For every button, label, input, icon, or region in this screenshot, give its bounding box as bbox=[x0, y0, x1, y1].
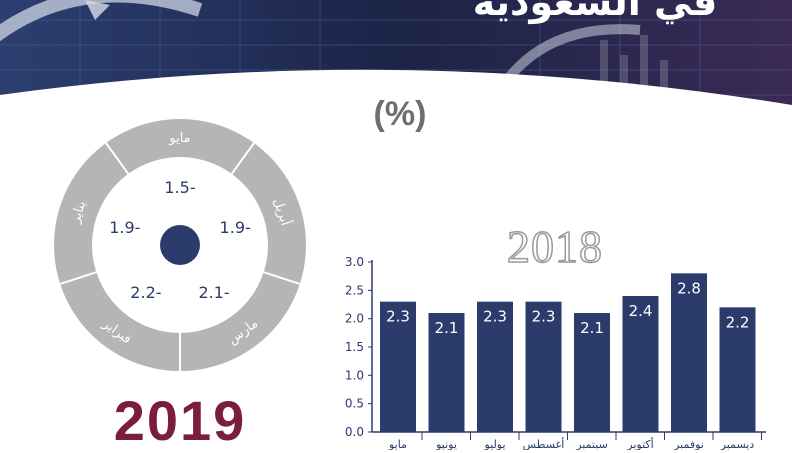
donut-value-label: 2.1- bbox=[198, 283, 229, 302]
bar bbox=[477, 301, 513, 432]
x-category-label: ديسمبر bbox=[720, 438, 755, 450]
x-category-label: أغسطس bbox=[523, 437, 565, 450]
y-tick-label: 1.5 bbox=[345, 340, 364, 354]
x-category-label: سبتمبر bbox=[575, 438, 608, 450]
bar-value-label: 2.3 bbox=[386, 308, 410, 326]
donut-month-label: مايو bbox=[168, 131, 190, 146]
donut-value-label: 1.9- bbox=[220, 218, 251, 237]
x-category-label: مايو bbox=[388, 438, 407, 450]
bar-value-label: 2.1 bbox=[435, 319, 459, 337]
headline: في السعودية bbox=[472, 0, 718, 24]
bar bbox=[574, 313, 610, 432]
donut-divider bbox=[190, 142, 255, 230]
bar bbox=[380, 301, 416, 432]
donut-value-label: 1.5- bbox=[164, 178, 195, 197]
bar bbox=[719, 307, 756, 432]
y-tick-label: 0.0 bbox=[345, 425, 364, 439]
donut-divider bbox=[198, 250, 301, 285]
bar-chart-2018: 0.0 0.5 1.0 1.5 2.0 2.5 3.0 2.3 مايو 2.1 يونيو 2.3… bbox=[345, 255, 766, 450]
y-tick-label: 3.0 bbox=[345, 255, 364, 269]
unit-label: (%) bbox=[373, 95, 427, 133]
bar-value-label: 2.4 bbox=[629, 302, 653, 320]
bar bbox=[428, 313, 465, 432]
bar bbox=[622, 296, 659, 432]
bar-value-label: 2.8 bbox=[677, 279, 701, 297]
x-category-label: يوليو bbox=[483, 438, 505, 450]
donut-month-label: يناير bbox=[68, 199, 90, 226]
donut-divider bbox=[105, 142, 170, 230]
bar bbox=[671, 273, 707, 432]
year-2018-title: 2018 bbox=[506, 220, 603, 273]
bar-value-label: 2.2 bbox=[726, 313, 750, 331]
bar bbox=[525, 301, 562, 432]
y-tick-label: 0.5 bbox=[345, 397, 364, 411]
donut-value-label: 1.9- bbox=[109, 218, 140, 237]
bar-value-label: 2.3 bbox=[483, 308, 507, 326]
x-category-label: يونيو bbox=[435, 438, 457, 450]
x-category-label: أكتوبر bbox=[626, 437, 653, 450]
donut-center-dot bbox=[160, 225, 200, 265]
y-tick-label: 2.5 bbox=[345, 283, 364, 297]
bar-value-label: 2.1 bbox=[580, 319, 604, 337]
y-tick-label: 2.0 bbox=[345, 312, 364, 326]
year-2019-title: 2019 bbox=[113, 389, 247, 452]
donut-value-label: 2.2- bbox=[130, 283, 161, 302]
header-banner bbox=[0, 0, 792, 130]
x-category-label: نوفمبر bbox=[673, 438, 704, 450]
y-tick-label: 1.0 bbox=[345, 368, 364, 382]
donut-divider bbox=[59, 250, 162, 285]
bar-value-label: 2.3 bbox=[532, 308, 556, 326]
